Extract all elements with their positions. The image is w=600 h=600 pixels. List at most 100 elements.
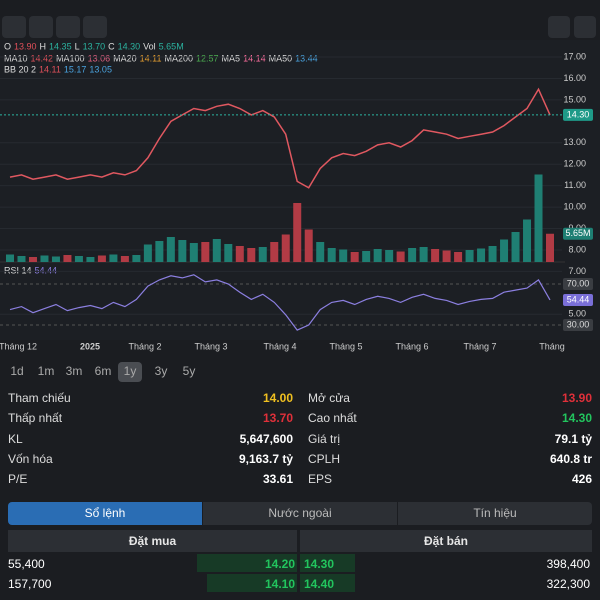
settings-button[interactable] (548, 16, 570, 38)
chart-area (0, 40, 600, 340)
x-label: Tháng 3 (194, 341, 227, 351)
legend-text: 13.90 (14, 41, 37, 51)
tool-button[interactable] (29, 16, 53, 38)
volume-bar (511, 232, 520, 262)
volume-bar (419, 247, 428, 262)
legend-text: L (75, 41, 80, 51)
legend-text: O (4, 41, 11, 51)
tool-button[interactable] (56, 16, 80, 38)
volume-bar (97, 255, 106, 262)
stat-label: Tham chiếu (8, 391, 71, 405)
volume-bar (258, 247, 267, 262)
range-option[interactable]: 1d (10, 364, 23, 378)
volume-bar (350, 252, 359, 262)
volume-bar (385, 250, 394, 262)
volume-bar (534, 174, 543, 262)
price-line (9, 87, 551, 189)
stat-value: 13.90 (561, 391, 592, 405)
legend-text: 14.42 (31, 53, 54, 63)
legend-text: RSI 14 (4, 265, 32, 275)
stat-label: Thấp nhất (8, 411, 63, 426)
legend-text: H (40, 41, 47, 51)
volume-bar (523, 219, 532, 262)
range-option[interactable]: 1y (124, 364, 137, 378)
legend-text: 14.14 (243, 53, 266, 63)
volume-bar (304, 229, 313, 262)
volume-bar (178, 240, 187, 262)
layout-button[interactable] (574, 16, 596, 38)
volume-bar (339, 249, 348, 262)
volume-bar (454, 252, 463, 262)
volume-bar (396, 251, 405, 262)
y-tick-label: 10.00 (563, 201, 586, 211)
volume-bar (109, 254, 118, 262)
rsi-tick-label: 70.00 (567, 278, 590, 288)
volume-bar (442, 250, 451, 262)
volume-bar (465, 250, 474, 262)
stat-label: Giá trị (308, 431, 341, 446)
tool-button[interactable] (83, 16, 107, 38)
range-selected (118, 362, 142, 382)
stat-value: 79.1 tỷ (554, 431, 592, 446)
volume-bar (235, 246, 244, 262)
x-label: Tháng (539, 341, 565, 351)
volume-bar (51, 256, 60, 262)
rsi-tick-box (563, 278, 593, 290)
ask-price: 14.40 (304, 577, 335, 591)
stat-value: 426 (571, 472, 592, 487)
legend-text: 5.65M (159, 41, 184, 51)
volume-bar (40, 255, 49, 262)
volume-bar (6, 254, 14, 262)
legend-text: 14.35 (49, 41, 72, 51)
legend-text: 13.05 (89, 64, 112, 74)
volume-bar (120, 256, 129, 262)
legend-text: MA10 (4, 53, 28, 63)
tool-button[interactable] (2, 16, 26, 38)
x-label: Tháng 7 (463, 341, 496, 351)
price-tag (563, 293, 593, 306)
range-option[interactable]: 1m (38, 364, 55, 378)
book-header: Đặt bán (300, 530, 592, 552)
volume-bar (327, 248, 336, 262)
volume-bar (270, 242, 279, 262)
volume-bar (431, 249, 440, 262)
tab[interactable]: Sổ lệnh (8, 502, 202, 525)
x-label: Tháng 5 (329, 341, 362, 351)
volume-bar (408, 248, 417, 262)
range-option[interactable]: 3y (155, 364, 168, 378)
range-option[interactable]: 6m (95, 364, 112, 378)
volume-bar (17, 256, 26, 262)
stat-value: 9,163.7 tỷ (238, 451, 293, 466)
volume-bar (247, 248, 256, 262)
stat-label: CPLH (308, 451, 341, 466)
y-tick-label: 11.00 (564, 180, 586, 190)
stat-label: Cao nhất (308, 411, 357, 426)
volume-bar (201, 242, 210, 262)
volume-bar (143, 244, 152, 262)
volume-bar (477, 248, 486, 262)
volume-bar (212, 239, 221, 262)
y-tick-label: 15.00 (563, 94, 586, 104)
stat-label: KL (8, 431, 23, 446)
ask-price: 14.30 (304, 557, 335, 571)
tab[interactable]: Nước ngoài (203, 502, 397, 525)
tab[interactable]: Tín hiệu (398, 502, 592, 525)
range-option[interactable]: 3m (66, 364, 83, 378)
legend-text: MA5 (222, 53, 241, 63)
stat-label: P/E (8, 472, 28, 487)
volume-bar (132, 255, 141, 262)
depth-bar (300, 574, 355, 592)
stat-value: 5,647,600 (239, 431, 293, 446)
depth-bar (300, 554, 355, 572)
y-tick-label: 12.00 (563, 159, 586, 169)
stat-value: 640.8 tr (549, 451, 592, 466)
range-option[interactable]: 5y (183, 364, 196, 378)
ask-volume: 398,400 (546, 557, 590, 571)
stat-label: Vốn hóa (8, 451, 53, 466)
volume-bar (546, 233, 554, 262)
bid-volume: 55,400 (8, 557, 45, 571)
legend-text: 13.44 (295, 53, 318, 63)
y-tick-label: 8.00 (568, 244, 586, 254)
price-tag-label: 54.44 (567, 294, 590, 304)
volume-bar (74, 256, 83, 262)
